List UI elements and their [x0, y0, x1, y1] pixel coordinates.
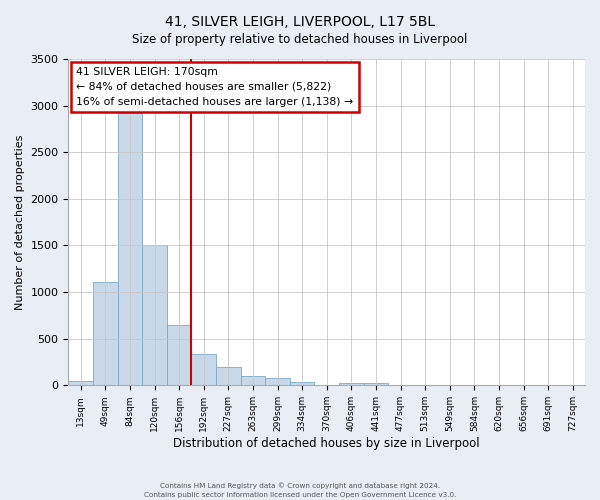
- Text: 41, SILVER LEIGH, LIVERPOOL, L17 5BL: 41, SILVER LEIGH, LIVERPOOL, L17 5BL: [165, 15, 435, 29]
- Bar: [364, 384, 388, 386]
- Bar: [241, 376, 265, 386]
- Text: Size of property relative to detached houses in Liverpool: Size of property relative to detached ho…: [133, 32, 467, 46]
- Bar: [216, 366, 241, 386]
- Bar: [167, 324, 191, 386]
- Text: Contains HM Land Registry data © Crown copyright and database right 2024.
Contai: Contains HM Land Registry data © Crown c…: [144, 482, 456, 498]
- Bar: [290, 382, 314, 386]
- Bar: [339, 382, 364, 386]
- Bar: [118, 113, 142, 386]
- Bar: [265, 378, 290, 386]
- X-axis label: Distribution of detached houses by size in Liverpool: Distribution of detached houses by size …: [173, 437, 480, 450]
- Y-axis label: Number of detached properties: Number of detached properties: [15, 134, 25, 310]
- Text: 41 SILVER LEIGH: 170sqm
← 84% of detached houses are smaller (5,822)
16% of semi: 41 SILVER LEIGH: 170sqm ← 84% of detache…: [76, 67, 353, 107]
- Bar: [191, 354, 216, 386]
- Bar: [68, 380, 93, 386]
- Bar: [142, 244, 167, 386]
- Bar: [93, 282, 118, 386]
